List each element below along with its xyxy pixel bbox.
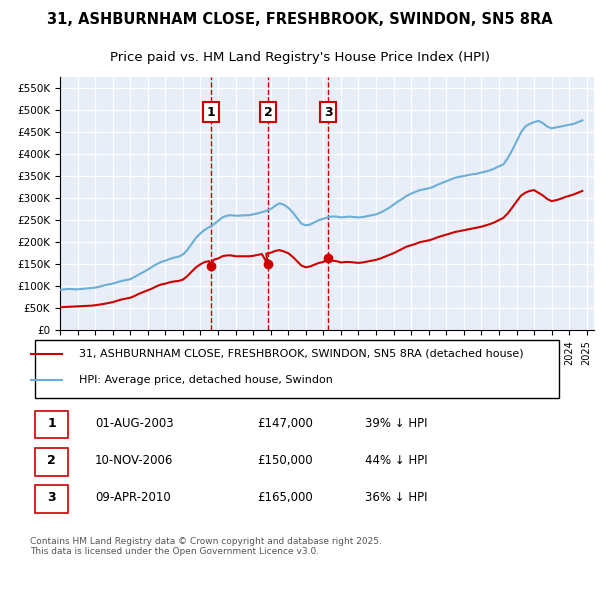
Text: 39% ↓ HPI: 39% ↓ HPI [365, 417, 427, 430]
Text: 44% ↓ HPI: 44% ↓ HPI [365, 454, 427, 467]
Text: 10-NOV-2006: 10-NOV-2006 [95, 454, 173, 467]
Text: 31, ASHBURNHAM CLOSE, FRESHBROOK, SWINDON, SN5 8RA: 31, ASHBURNHAM CLOSE, FRESHBROOK, SWINDO… [47, 12, 553, 27]
Text: 3: 3 [47, 491, 56, 504]
Text: 3: 3 [324, 106, 332, 119]
Text: Contains HM Land Registry data © Crown copyright and database right 2025.
This d: Contains HM Land Registry data © Crown c… [30, 537, 382, 556]
Text: 31, ASHBURNHAM CLOSE, FRESHBROOK, SWINDON, SN5 8RA (detached house): 31, ASHBURNHAM CLOSE, FRESHBROOK, SWINDO… [79, 349, 523, 359]
Text: £165,000: £165,000 [257, 491, 313, 504]
FancyBboxPatch shape [35, 448, 68, 476]
Text: Price paid vs. HM Land Registry's House Price Index (HPI): Price paid vs. HM Land Registry's House … [110, 51, 490, 64]
Text: 36% ↓ HPI: 36% ↓ HPI [365, 491, 427, 504]
FancyBboxPatch shape [35, 411, 68, 438]
Text: 2: 2 [264, 106, 272, 119]
FancyBboxPatch shape [35, 340, 559, 398]
Text: 09-APR-2010: 09-APR-2010 [95, 491, 170, 504]
FancyBboxPatch shape [35, 486, 68, 513]
Text: 1: 1 [47, 417, 56, 430]
Text: £150,000: £150,000 [257, 454, 313, 467]
Text: 01-AUG-2003: 01-AUG-2003 [95, 417, 173, 430]
Text: 1: 1 [206, 106, 215, 119]
Text: £147,000: £147,000 [257, 417, 313, 430]
Text: HPI: Average price, detached house, Swindon: HPI: Average price, detached house, Swin… [79, 375, 332, 385]
Text: 2: 2 [47, 454, 56, 467]
